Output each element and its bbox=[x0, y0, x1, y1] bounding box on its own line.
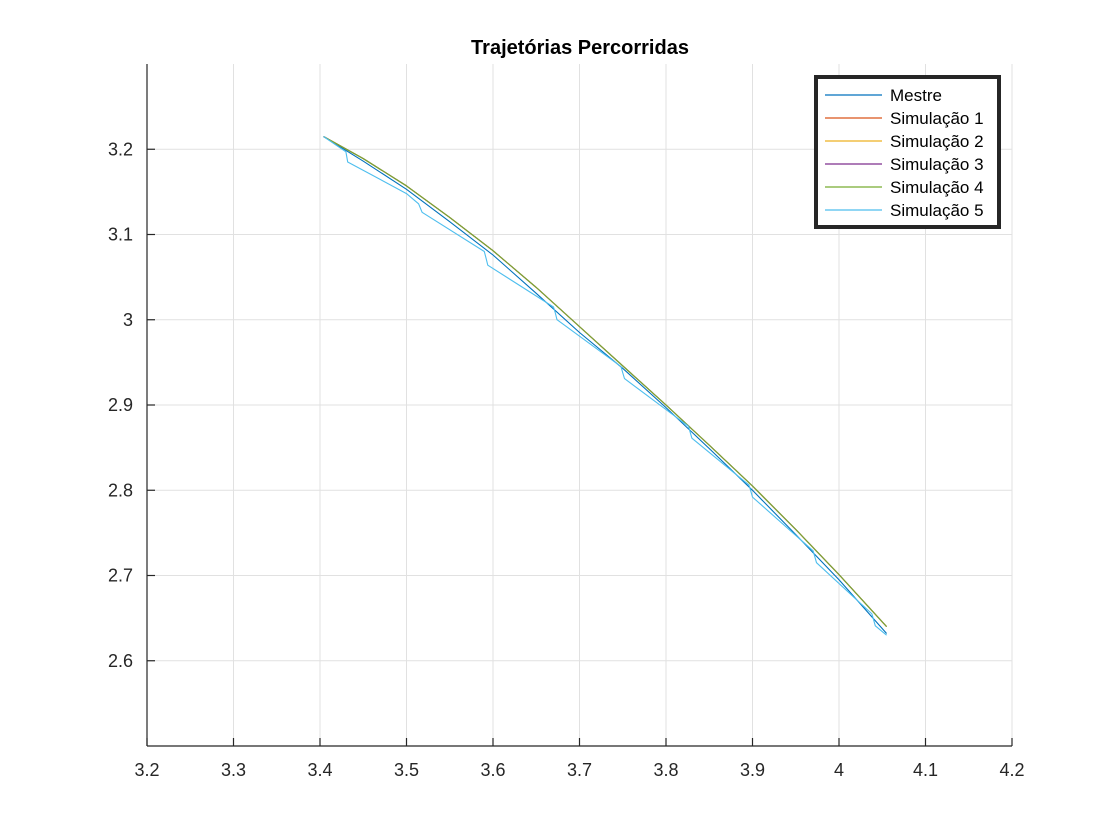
x-tick-label: 4.2 bbox=[999, 760, 1024, 780]
chart-title: Trajetórias Percorridas bbox=[471, 37, 689, 59]
y-tick-label: 2.8 bbox=[108, 480, 133, 500]
series-line-5 bbox=[323, 136, 888, 627]
y-tick-label: 3.2 bbox=[108, 139, 133, 159]
series-line-3 bbox=[323, 136, 888, 627]
legend-entry-label: Mestre bbox=[890, 86, 942, 105]
y-tick-label: 2.7 bbox=[108, 566, 133, 586]
x-tick-label: 4.1 bbox=[913, 760, 938, 780]
x-tick-labels: 3.2 3.3 3.4 3.5 3.6 3.7 3.8 3.9 4 4.1 4.2 bbox=[134, 760, 1024, 780]
x-tick-label: 3.9 bbox=[740, 760, 765, 780]
x-tick-label: 4 bbox=[834, 760, 844, 780]
x-tick-label: 3.4 bbox=[307, 760, 332, 780]
axes bbox=[146, 64, 1013, 747]
y-tick-label: 2.9 bbox=[108, 395, 133, 415]
series-line-2 bbox=[323, 136, 888, 627]
legend-entry-label: Simulação 3 bbox=[890, 155, 984, 174]
x-tick-label: 3.5 bbox=[394, 760, 419, 780]
series-line-4 bbox=[323, 136, 888, 627]
y-tick-labels: 2.6 2.7 2.8 2.9 3 3.1 3.2 bbox=[108, 139, 133, 671]
grid bbox=[146, 64, 1013, 746]
x-tick-label: 3.2 bbox=[134, 760, 159, 780]
x-tick-label: 3.8 bbox=[653, 760, 678, 780]
series-line-1 bbox=[323, 136, 888, 634]
y-tick-label: 3.1 bbox=[108, 225, 133, 245]
legend: Mestre Simulação 1 Simulação 2 Simulação 3 S… bbox=[814, 75, 1001, 229]
legend-entry-label: Simulação 4 bbox=[890, 178, 984, 197]
x-tick-label: 3.6 bbox=[480, 760, 505, 780]
y-tick-label: 3 bbox=[123, 310, 133, 330]
legend-entry-label: Simulação 1 bbox=[890, 109, 984, 128]
series-line-6 bbox=[323, 136, 887, 636]
legend-box bbox=[814, 75, 1001, 229]
x-tick-label: 3.3 bbox=[221, 760, 246, 780]
series-lines bbox=[323, 136, 888, 636]
y-tick-label: 2.6 bbox=[108, 651, 133, 671]
legend-entry-label: Simulação 2 bbox=[890, 132, 984, 151]
x-tick-label: 3.7 bbox=[567, 760, 592, 780]
legend-entry-label: Simulação 5 bbox=[890, 201, 984, 220]
